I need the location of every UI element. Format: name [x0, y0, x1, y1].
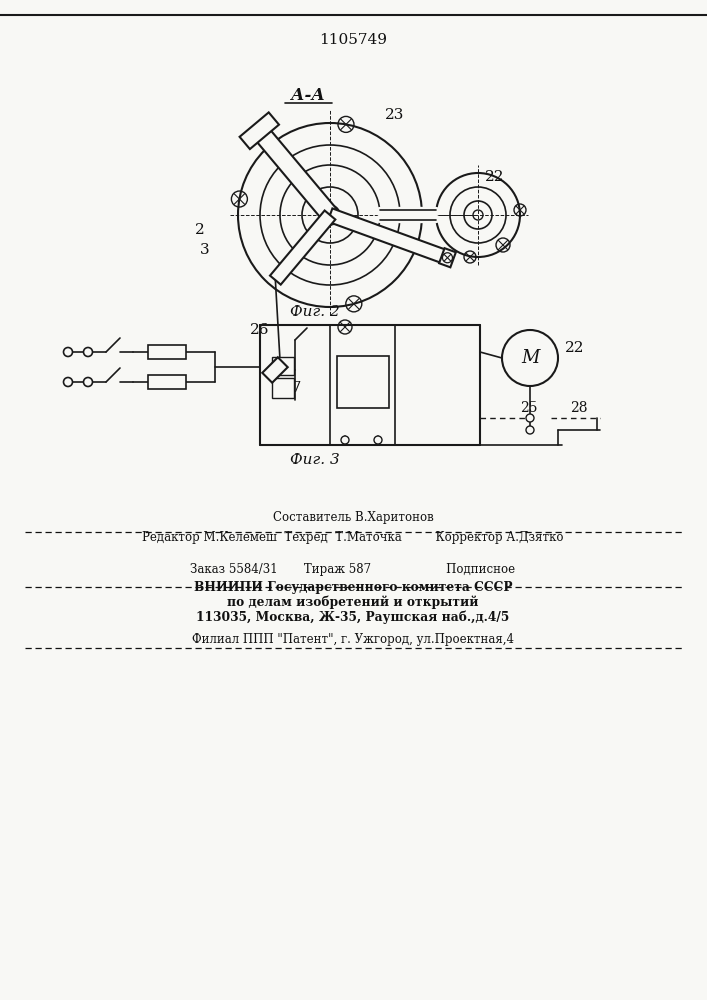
Text: Заказ 5584/31       Тираж 587                    Подписное: Заказ 5584/31 Тираж 587 Подписное [190, 564, 515, 576]
Polygon shape [439, 248, 456, 267]
Text: 28: 28 [570, 401, 588, 415]
Text: ВНИИПИ Государственного комитета СССР: ВНИИПИ Государственного комитета СССР [194, 580, 513, 593]
Text: 24: 24 [354, 375, 372, 389]
Polygon shape [262, 357, 288, 383]
Polygon shape [327, 208, 450, 264]
Text: 3: 3 [200, 243, 209, 257]
Text: Редактор М.Келемеш  Техред  Т.Маточка         Корректор А.Дзятко: Редактор М.Келемеш Техред Т.Маточка Корр… [142, 532, 563, 544]
Circle shape [64, 348, 73, 357]
Circle shape [526, 426, 534, 434]
Text: 22: 22 [565, 341, 585, 355]
Text: Филиал ППП "Патент", г. Ужгород, ул.Проектная,4: Филиал ППП "Патент", г. Ужгород, ул.Прое… [192, 634, 514, 647]
Text: Фиг. 3: Фиг. 3 [290, 453, 340, 467]
Text: 27: 27 [283, 381, 303, 395]
Text: 1105749: 1105749 [319, 33, 387, 47]
Circle shape [64, 377, 73, 386]
Polygon shape [240, 112, 279, 149]
Polygon shape [252, 125, 337, 221]
Text: А-А: А-А [291, 87, 325, 104]
Text: 22: 22 [485, 170, 505, 184]
Text: M: M [521, 349, 539, 367]
Text: Фиг. 2: Фиг. 2 [290, 305, 340, 319]
Text: 2: 2 [195, 223, 205, 237]
Bar [337, 356, 389, 408]
Bar [148, 345, 186, 359]
Circle shape [526, 414, 534, 422]
Circle shape [341, 436, 349, 444]
Text: 23: 23 [385, 108, 404, 122]
Bar [272, 378, 294, 398]
Text: по делам изобретений и открытий: по делам изобретений и открытий [227, 595, 479, 609]
Text: 26: 26 [250, 323, 269, 337]
Bar [272, 357, 294, 375]
Circle shape [374, 436, 382, 444]
Bar [148, 375, 186, 389]
Text: 113035, Москва, Ж-35, Раушская наб.,д.4/5: 113035, Москва, Ж-35, Раушская наб.,д.4/… [197, 610, 510, 624]
Text: 25: 25 [520, 401, 537, 415]
Polygon shape [270, 211, 335, 285]
Circle shape [83, 377, 93, 386]
Circle shape [83, 348, 93, 357]
Text: Составитель В.Харитонов: Составитель В.Харитонов [273, 512, 433, 524]
